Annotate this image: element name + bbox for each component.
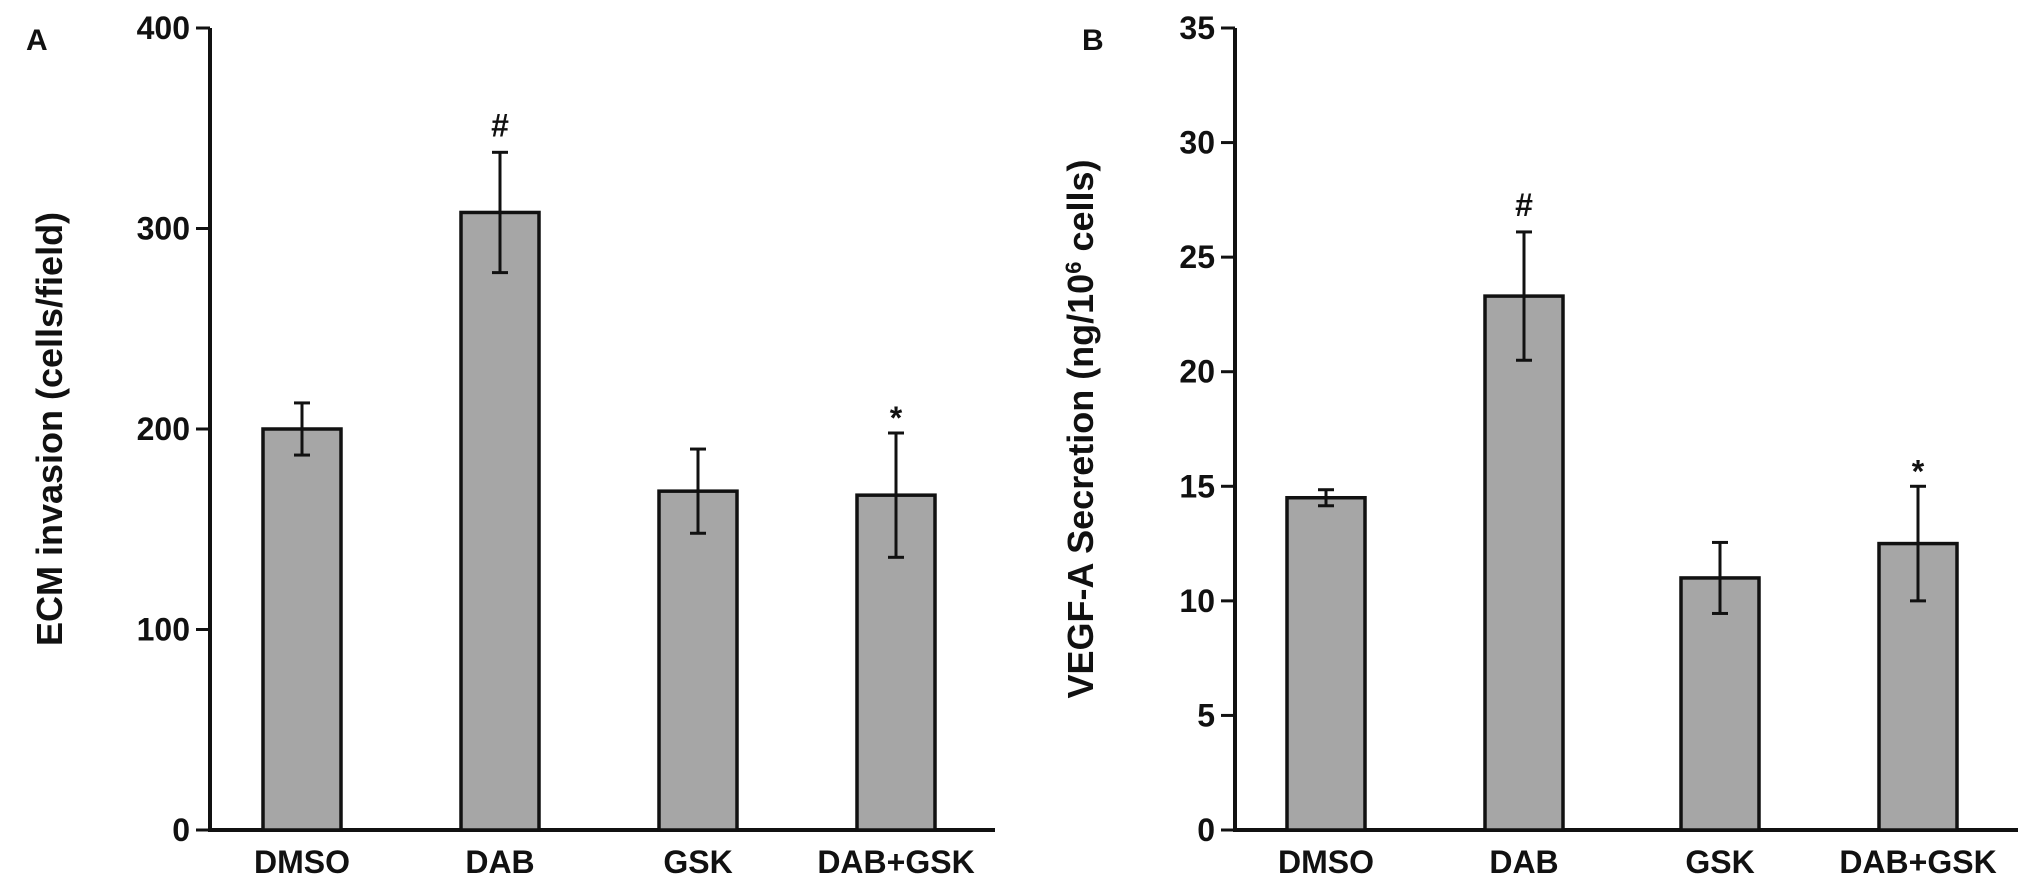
bar-dab-gsk (855, 493, 937, 832)
y-tick-label: 10 (1179, 583, 1215, 619)
x-category-label: DAB (1489, 844, 1558, 880)
x-category-label: DAB+GSK (1839, 844, 1996, 880)
x-category-label: DMSO (1278, 844, 1374, 880)
y-tick-label: 300 (137, 211, 190, 247)
asterisk-annotation: * (1912, 453, 1925, 489)
y-tick-label: 25 (1179, 239, 1215, 275)
panel-label: A (26, 24, 48, 57)
y-tick-label: 400 (137, 10, 190, 46)
x-category-label: GSK (663, 844, 732, 880)
panel-a: A 0 100 200 300 400 ECM invasion (cells/field)… (26, 10, 995, 880)
panel-b: B 0 5 10 15 20 25 30 35 VEGF-A Secretion (ng/106 … (1060, 10, 2018, 880)
y-tick-label: 35 (1179, 10, 1215, 46)
hash-annotation: # (1515, 187, 1533, 223)
y-tick-label: 0 (172, 812, 190, 848)
y-tick-label: 15 (1179, 468, 1215, 504)
bar-gsk (1679, 576, 1761, 832)
bar-dmso (261, 427, 343, 832)
y-tick-label: 30 (1179, 125, 1215, 161)
y-tick-label: 100 (137, 612, 190, 648)
bar-gsk (657, 489, 739, 832)
asterisk-annotation: * (890, 400, 903, 436)
y-tick-label: 5 (1197, 697, 1215, 733)
y-tick-label: 20 (1179, 354, 1215, 390)
hash-annotation: # (491, 107, 509, 143)
x-category-label: DAB+GSK (817, 844, 974, 880)
y-axis-label: VEGF-A Secretion (ng/106 cells) (1060, 159, 1101, 698)
bar-dmso (1285, 495, 1367, 832)
y-tick-label: 0 (1197, 812, 1215, 848)
bar-dab (459, 210, 541, 832)
panel-label: B (1082, 24, 1104, 57)
y-axis-label: ECM invasion (cells/field) (29, 212, 70, 646)
x-category-label: DMSO (254, 844, 350, 880)
bar-dab (1483, 294, 1565, 832)
y-tick-label: 200 (137, 411, 190, 447)
x-category-label: DAB (465, 844, 534, 880)
x-category-label: GSK (1685, 844, 1754, 880)
